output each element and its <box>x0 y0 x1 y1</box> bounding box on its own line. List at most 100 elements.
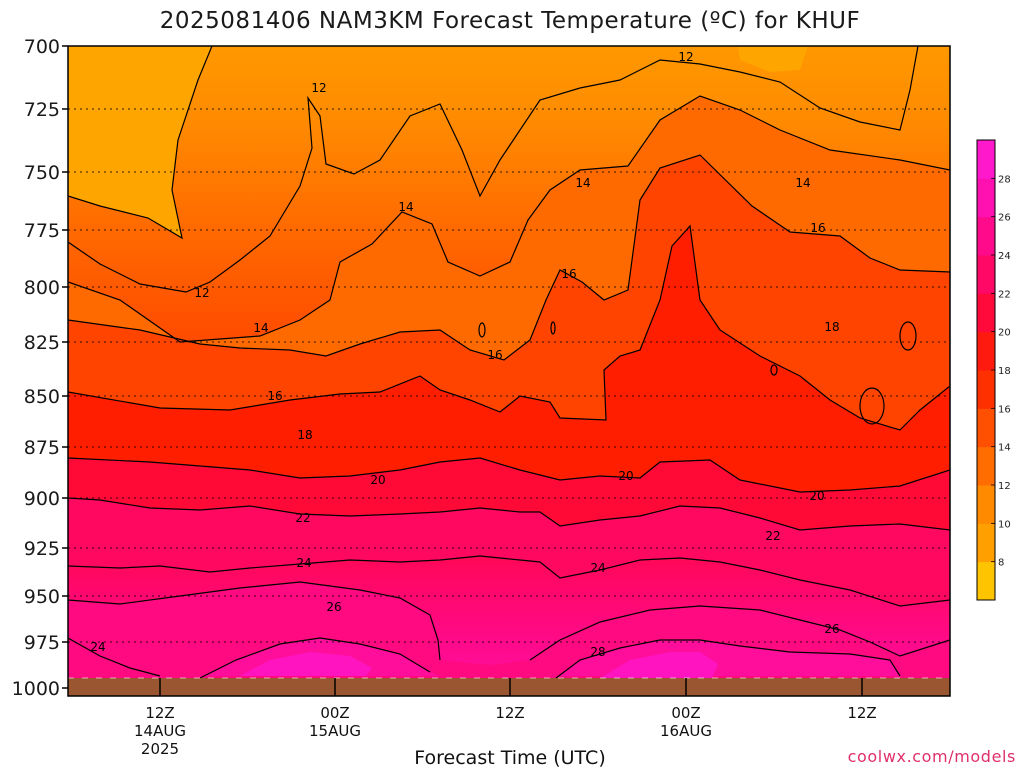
contour-label: 20 <box>618 469 633 483</box>
contour-26 <box>199 637 431 679</box>
colorbar-block <box>977 331 995 371</box>
colorbar-label: 10 <box>998 519 1011 530</box>
colorbar-label: 26 <box>998 213 1011 224</box>
contour-label-layer: 12 12 12 14 14 14 14 16 16 16 16 18 18 2… <box>90 50 839 659</box>
region-lt-12-right <box>738 46 808 72</box>
contour-label: 18 <box>824 320 839 334</box>
ytick-label: 1000 <box>12 678 60 700</box>
ytick-label: 825 <box>24 332 60 354</box>
colorbar-block <box>977 293 995 333</box>
contour-24c <box>68 637 161 677</box>
ytick-label: 900 <box>24 488 60 510</box>
contour-26b <box>529 605 950 661</box>
contour-label: 16 <box>267 389 282 403</box>
colorbar-block <box>977 523 995 563</box>
region-28-plus-left <box>240 652 372 676</box>
contour-label: 22 <box>765 529 780 543</box>
contour-label: 20 <box>809 489 824 503</box>
contour-label: 14 <box>795 176 810 190</box>
xtick-label: 14AUG <box>134 722 186 740</box>
chart-title: 2025081406 NAM3KM Forecast Temperature (… <box>160 8 860 34</box>
region-18-20 <box>68 226 950 492</box>
contour-12 <box>68 46 213 240</box>
colorbar-label: 12 <box>998 481 1011 492</box>
colorbar-label: 8 <box>998 558 1004 569</box>
contour-blob-2 <box>550 321 556 335</box>
contour-label: 26 <box>824 622 839 636</box>
contour-label: 20 <box>370 473 385 487</box>
contour-16 <box>68 154 950 361</box>
contour-blob-3 <box>770 364 778 376</box>
contour-24 <box>68 555 950 607</box>
colorbar-block <box>977 370 995 409</box>
ytick-label: 850 <box>24 386 60 408</box>
colorbar-block <box>977 140 995 179</box>
plot-frame <box>67 45 951 697</box>
contour-lines <box>68 46 950 679</box>
contour-label: 18 <box>297 428 312 442</box>
colorbar-block <box>977 561 995 601</box>
region-28-plus-right <box>600 652 718 678</box>
xtick-label: 12Z <box>847 704 876 722</box>
contour-label: 16 <box>487 348 502 362</box>
ytick-label: 950 <box>24 586 60 608</box>
contour-label: 24 <box>90 640 105 654</box>
contour-label: 12 <box>194 286 209 300</box>
region-14-16 <box>68 96 950 360</box>
colorbar-block <box>977 446 995 486</box>
contour-12b <box>68 46 919 293</box>
contour-label: 28 <box>590 645 605 659</box>
region-lt-12 <box>68 46 212 238</box>
contour-blob-4 <box>859 387 885 425</box>
contour-blob-5 <box>899 321 917 351</box>
contour-18 <box>68 224 950 431</box>
contour-label: 26 <box>326 600 341 614</box>
contour-label: 12 <box>311 81 326 95</box>
xtick-label: 00Z <box>671 704 700 722</box>
colorbar-label: 24 <box>998 251 1011 262</box>
y-axis: 700 725 750 775 800 825 850 875 900 925 … <box>12 36 68 700</box>
xtick-label: 12Z <box>145 704 174 722</box>
ytick-label: 875 <box>24 437 60 459</box>
colorbar-labels: 8 10 12 14 16 18 20 22 24 26 28 <box>991 174 1011 569</box>
contour-label: 12 <box>678 50 693 64</box>
credit-text: coolwx.com/models <box>848 747 1016 766</box>
xtick-label: 00Z <box>320 704 349 722</box>
region-22-24 <box>68 498 950 606</box>
contour-22 <box>68 497 950 531</box>
colorbar-blocks <box>977 140 995 601</box>
contour-28 <box>555 639 901 679</box>
contour-24b <box>68 581 441 661</box>
ytick-label: 700 <box>24 36 60 58</box>
ytick-label: 750 <box>24 162 60 184</box>
plot-area: 12 12 12 14 14 14 14 16 16 16 16 18 18 2… <box>68 46 950 696</box>
contour-label: 16 <box>810 221 825 235</box>
colorbar-block <box>977 255 995 294</box>
contour-label: 24 <box>296 556 311 570</box>
colorbar-label: 20 <box>998 328 1011 339</box>
contour-label: 14 <box>398 200 413 214</box>
contour-blob-1 <box>478 322 486 338</box>
contour-label: 22 <box>295 511 310 525</box>
ytick-label: 800 <box>24 277 60 299</box>
ytick-label: 925 <box>24 538 60 560</box>
colorbar: 8 10 12 14 16 18 20 22 24 26 28 <box>976 139 1011 601</box>
contour-label: 14 <box>575 176 590 190</box>
colorbar-block <box>977 408 995 448</box>
ytick-label: 975 <box>24 632 60 654</box>
colorbar-label: 28 <box>998 174 1011 185</box>
contour-label: 24 <box>590 561 605 575</box>
colorbar-block <box>977 485 995 524</box>
xtick-label: 2025 <box>141 740 179 758</box>
colorbar-label: 14 <box>998 443 1011 454</box>
ytick-label: 725 <box>24 99 60 121</box>
region-16-18 <box>68 155 950 430</box>
ground-layer <box>68 678 950 696</box>
colorbar-block <box>977 216 995 256</box>
contour-label: 16 <box>561 267 576 281</box>
colorbar-label: 22 <box>998 289 1011 300</box>
colorbar-block <box>977 178 995 218</box>
x-axis: 12Z 14AUG 2025 00Z 15AUG 12Z 00Z 16AUG 1… <box>134 678 877 758</box>
contour-20 <box>68 457 950 493</box>
ytick-label: 775 <box>24 220 60 242</box>
